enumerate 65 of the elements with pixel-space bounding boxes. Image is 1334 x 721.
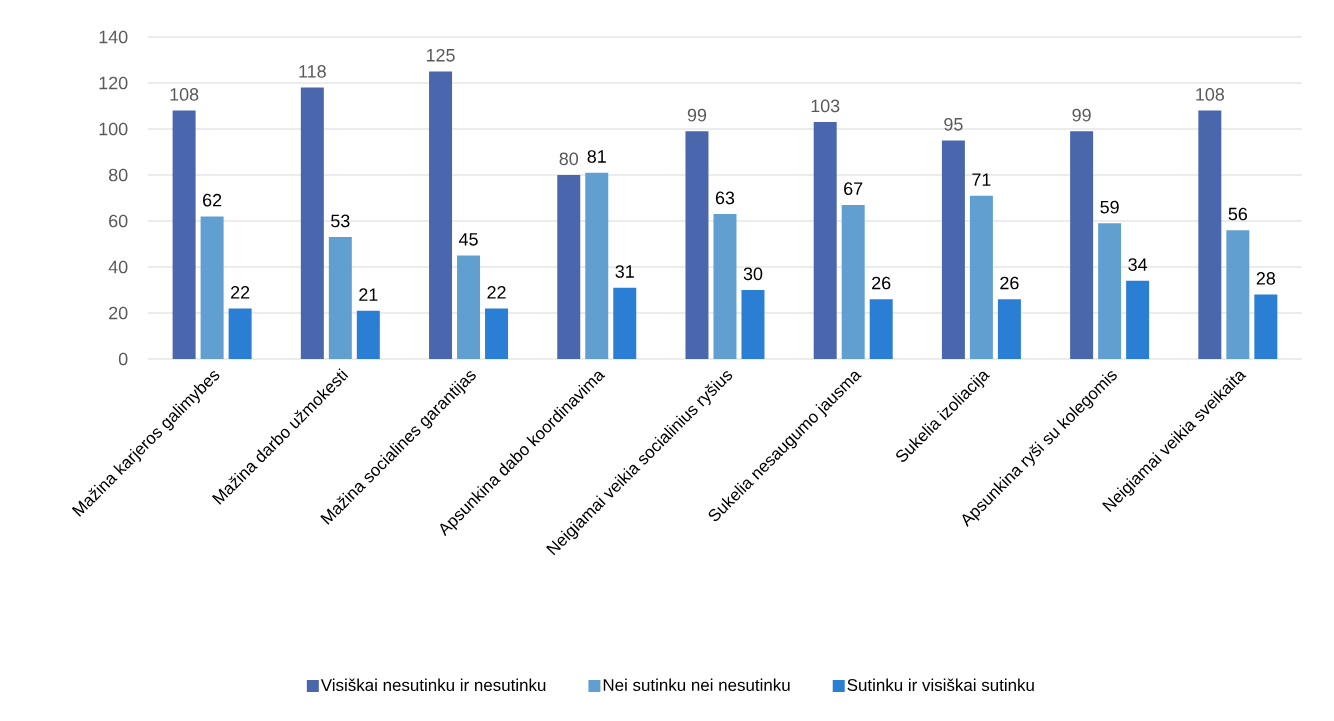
legend-label: Visiškai nesutinku ir nesutinku bbox=[320, 678, 546, 692]
data-label: 31 bbox=[615, 265, 634, 278]
bar bbox=[869, 299, 893, 359]
bar bbox=[741, 289, 765, 359]
data-label: 103 bbox=[811, 99, 840, 113]
data-label: 125 bbox=[426, 48, 455, 62]
bar bbox=[1226, 230, 1250, 359]
bar bbox=[1126, 280, 1150, 359]
data-label: 28 bbox=[1256, 272, 1276, 285]
bar bbox=[841, 204, 865, 359]
data-label: 45 bbox=[458, 233, 478, 246]
data-label: 22 bbox=[487, 286, 506, 299]
y-tick-label: 20 bbox=[109, 306, 128, 320]
data-label: 34 bbox=[1128, 258, 1148, 271]
legend-label: Nei sutinku nei nesutinku bbox=[603, 678, 790, 692]
data-label: 59 bbox=[1100, 200, 1119, 214]
data-label: 118 bbox=[299, 65, 326, 78]
data-label: 26 bbox=[1000, 276, 1019, 290]
y-tick-label: 40 bbox=[108, 260, 128, 274]
data-label: 108 bbox=[170, 88, 199, 101]
bar bbox=[172, 110, 196, 359]
data-label: 108 bbox=[1196, 88, 1225, 101]
y-tick-label: 140 bbox=[99, 30, 128, 44]
data-label: 80 bbox=[559, 152, 579, 166]
bar bbox=[613, 287, 637, 359]
data-label: 63 bbox=[715, 191, 735, 205]
data-label: 99 bbox=[687, 108, 707, 122]
bar bbox=[457, 255, 481, 359]
data-label: 67 bbox=[844, 182, 863, 196]
bar bbox=[429, 71, 453, 359]
bar bbox=[1254, 294, 1278, 359]
y-tick-label: 100 bbox=[99, 122, 128, 136]
legend-label: Sutinku ir visiškai sutinku bbox=[847, 678, 1034, 692]
y-tick-label: 120 bbox=[99, 76, 128, 90]
data-label: 21 bbox=[359, 288, 378, 301]
bar bbox=[557, 174, 581, 359]
data-label: 53 bbox=[331, 214, 350, 228]
bar bbox=[300, 87, 324, 359]
bar bbox=[200, 216, 224, 359]
bar bbox=[1198, 110, 1222, 359]
bar bbox=[356, 310, 380, 359]
data-label: 62 bbox=[203, 193, 222, 207]
bar bbox=[685, 131, 709, 359]
bar bbox=[328, 237, 352, 359]
bar bbox=[997, 299, 1021, 359]
data-label: 56 bbox=[1228, 207, 1248, 221]
data-label: 71 bbox=[972, 173, 991, 186]
bar bbox=[713, 214, 737, 359]
bar bbox=[585, 172, 609, 359]
bar bbox=[941, 140, 965, 359]
y-tick-label: 80 bbox=[108, 168, 128, 182]
y-tick-label: 0 bbox=[118, 352, 128, 366]
bar bbox=[813, 122, 837, 359]
data-label: 26 bbox=[872, 276, 891, 290]
bar bbox=[1098, 223, 1122, 359]
bar bbox=[969, 195, 993, 359]
y-tick-label: 60 bbox=[109, 214, 128, 228]
data-label: 81 bbox=[587, 150, 606, 163]
bar bbox=[228, 308, 252, 359]
bar bbox=[485, 308, 509, 359]
data-label: 22 bbox=[231, 286, 250, 299]
bar bbox=[1070, 131, 1094, 359]
data-label: 99 bbox=[1072, 108, 1091, 122]
data-label: 30 bbox=[743, 267, 763, 281]
data-label: 95 bbox=[944, 117, 963, 131]
